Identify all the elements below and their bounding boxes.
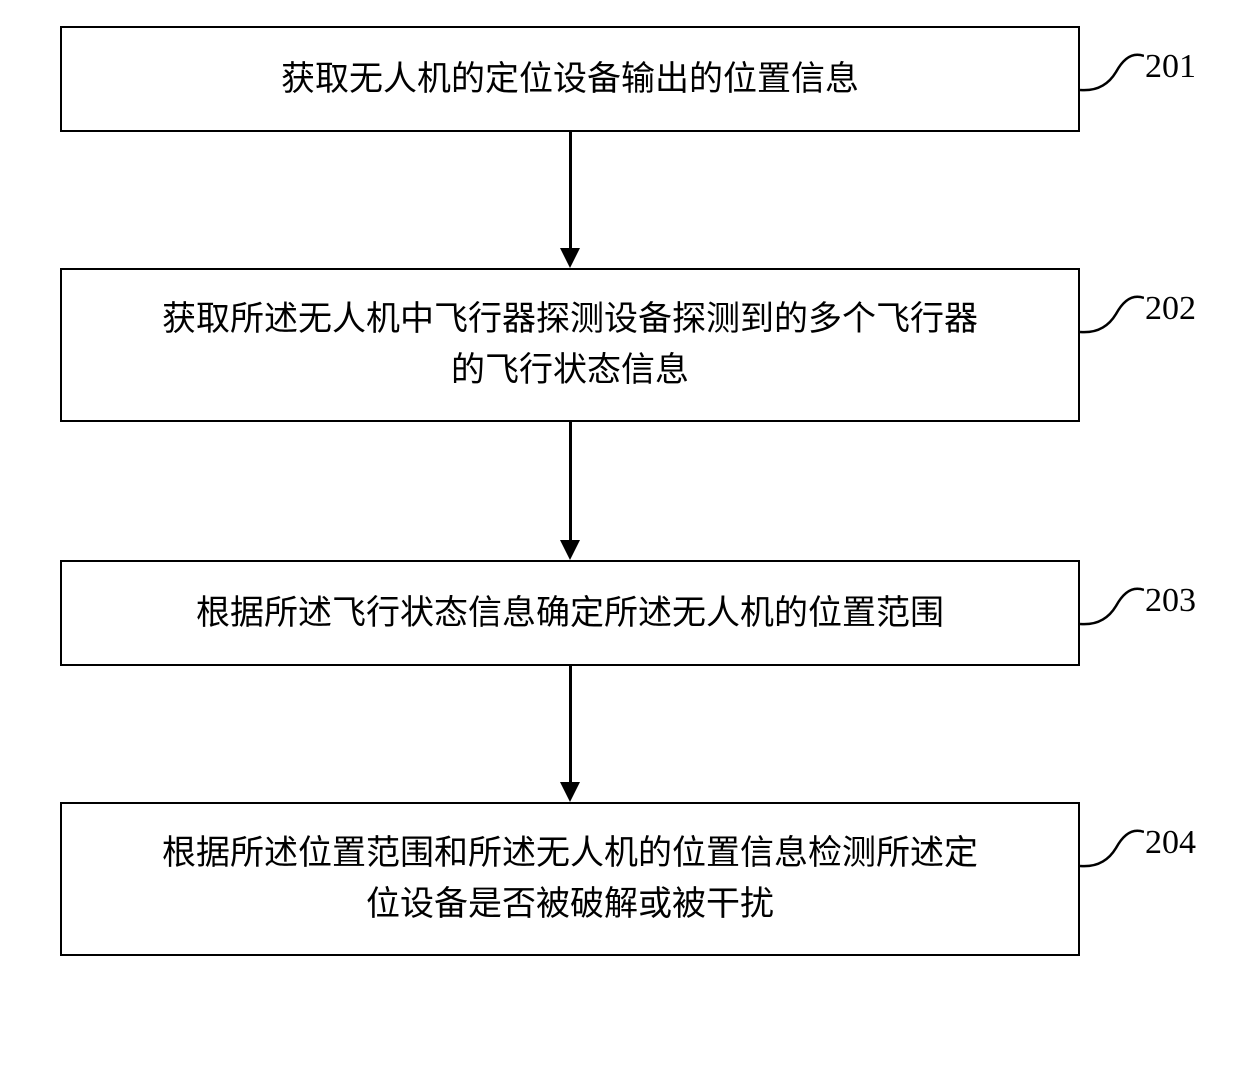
arrow-2-3-head bbox=[560, 540, 580, 560]
flow-node-2: 获取所述无人机中飞行器探测设备探测到的多个飞行器 的飞行状态信息 bbox=[60, 268, 1080, 422]
connector-curve-3 bbox=[1080, 582, 1144, 630]
flow-node-4: 根据所述位置范围和所述无人机的位置信息检测所述定 位设备是否被破解或被干扰 bbox=[60, 802, 1080, 956]
step-label-3: 203 bbox=[1145, 582, 1196, 620]
flow-node-1-text: 获取无人机的定位设备输出的位置信息 bbox=[281, 54, 859, 105]
step-label-2: 202 bbox=[1145, 290, 1196, 328]
flow-node-3: 根据所述飞行状态信息确定所述无人机的位置范围 bbox=[60, 560, 1080, 666]
flow-node-2-text: 获取所述无人机中飞行器探测设备探测到的多个飞行器 的飞行状态信息 bbox=[162, 294, 978, 396]
step-label-1: 201 bbox=[1145, 48, 1196, 86]
flow-node-4-text: 根据所述位置范围和所述无人机的位置信息检测所述定 位设备是否被破解或被干扰 bbox=[162, 828, 978, 930]
connector-curve-4 bbox=[1080, 824, 1144, 872]
arrow-1-2-head bbox=[560, 248, 580, 268]
connector-curve-2 bbox=[1080, 290, 1144, 338]
arrow-1-2-line bbox=[569, 132, 572, 248]
arrow-3-4-head bbox=[560, 782, 580, 802]
flow-node-3-text: 根据所述飞行状态信息确定所述无人机的位置范围 bbox=[196, 588, 944, 639]
flowchart-canvas: 获取无人机的定位设备输出的位置信息 201 获取所述无人机中飞行器探测设备探测到… bbox=[0, 0, 1240, 1076]
connector-curve-1 bbox=[1080, 48, 1144, 96]
arrow-3-4-line bbox=[569, 666, 572, 782]
flow-node-1: 获取无人机的定位设备输出的位置信息 bbox=[60, 26, 1080, 132]
step-label-4: 204 bbox=[1145, 824, 1196, 862]
arrow-2-3-line bbox=[569, 422, 572, 540]
